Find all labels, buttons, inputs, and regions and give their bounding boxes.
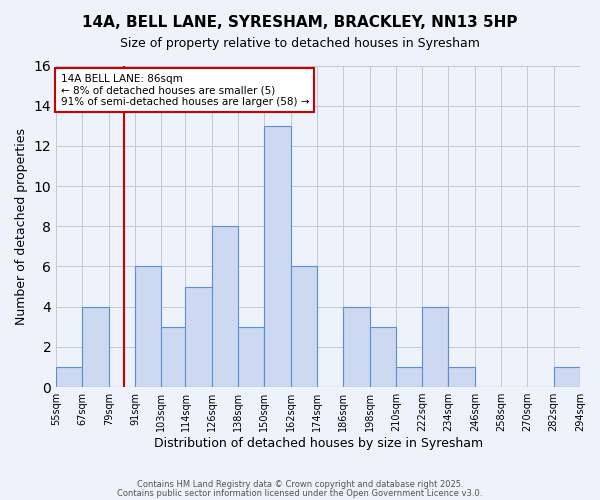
Text: Contains HM Land Registry data © Crown copyright and database right 2025.: Contains HM Land Registry data © Crown c… bbox=[137, 480, 463, 489]
Bar bbox=[238, 327, 265, 387]
Bar bbox=[82, 306, 109, 387]
Text: 14A, BELL LANE, SYRESHAM, BRACKLEY, NN13 5HP: 14A, BELL LANE, SYRESHAM, BRACKLEY, NN13… bbox=[82, 15, 518, 30]
Bar bbox=[448, 367, 475, 387]
Bar bbox=[370, 327, 396, 387]
Bar bbox=[422, 306, 448, 387]
X-axis label: Distribution of detached houses by size in Syresham: Distribution of detached houses by size … bbox=[154, 437, 482, 450]
Bar bbox=[212, 226, 238, 387]
Bar bbox=[185, 286, 212, 387]
Bar bbox=[396, 367, 422, 387]
Bar bbox=[343, 306, 370, 387]
Bar bbox=[265, 126, 290, 387]
Bar bbox=[56, 367, 82, 387]
Bar bbox=[161, 327, 185, 387]
Y-axis label: Number of detached properties: Number of detached properties bbox=[15, 128, 28, 325]
Text: Size of property relative to detached houses in Syresham: Size of property relative to detached ho… bbox=[120, 38, 480, 51]
Bar bbox=[554, 367, 580, 387]
Text: 14A BELL LANE: 86sqm
← 8% of detached houses are smaller (5)
91% of semi-detache: 14A BELL LANE: 86sqm ← 8% of detached ho… bbox=[61, 74, 309, 106]
Bar bbox=[135, 266, 161, 387]
Bar bbox=[290, 266, 317, 387]
Text: Contains public sector information licensed under the Open Government Licence v3: Contains public sector information licen… bbox=[118, 489, 482, 498]
